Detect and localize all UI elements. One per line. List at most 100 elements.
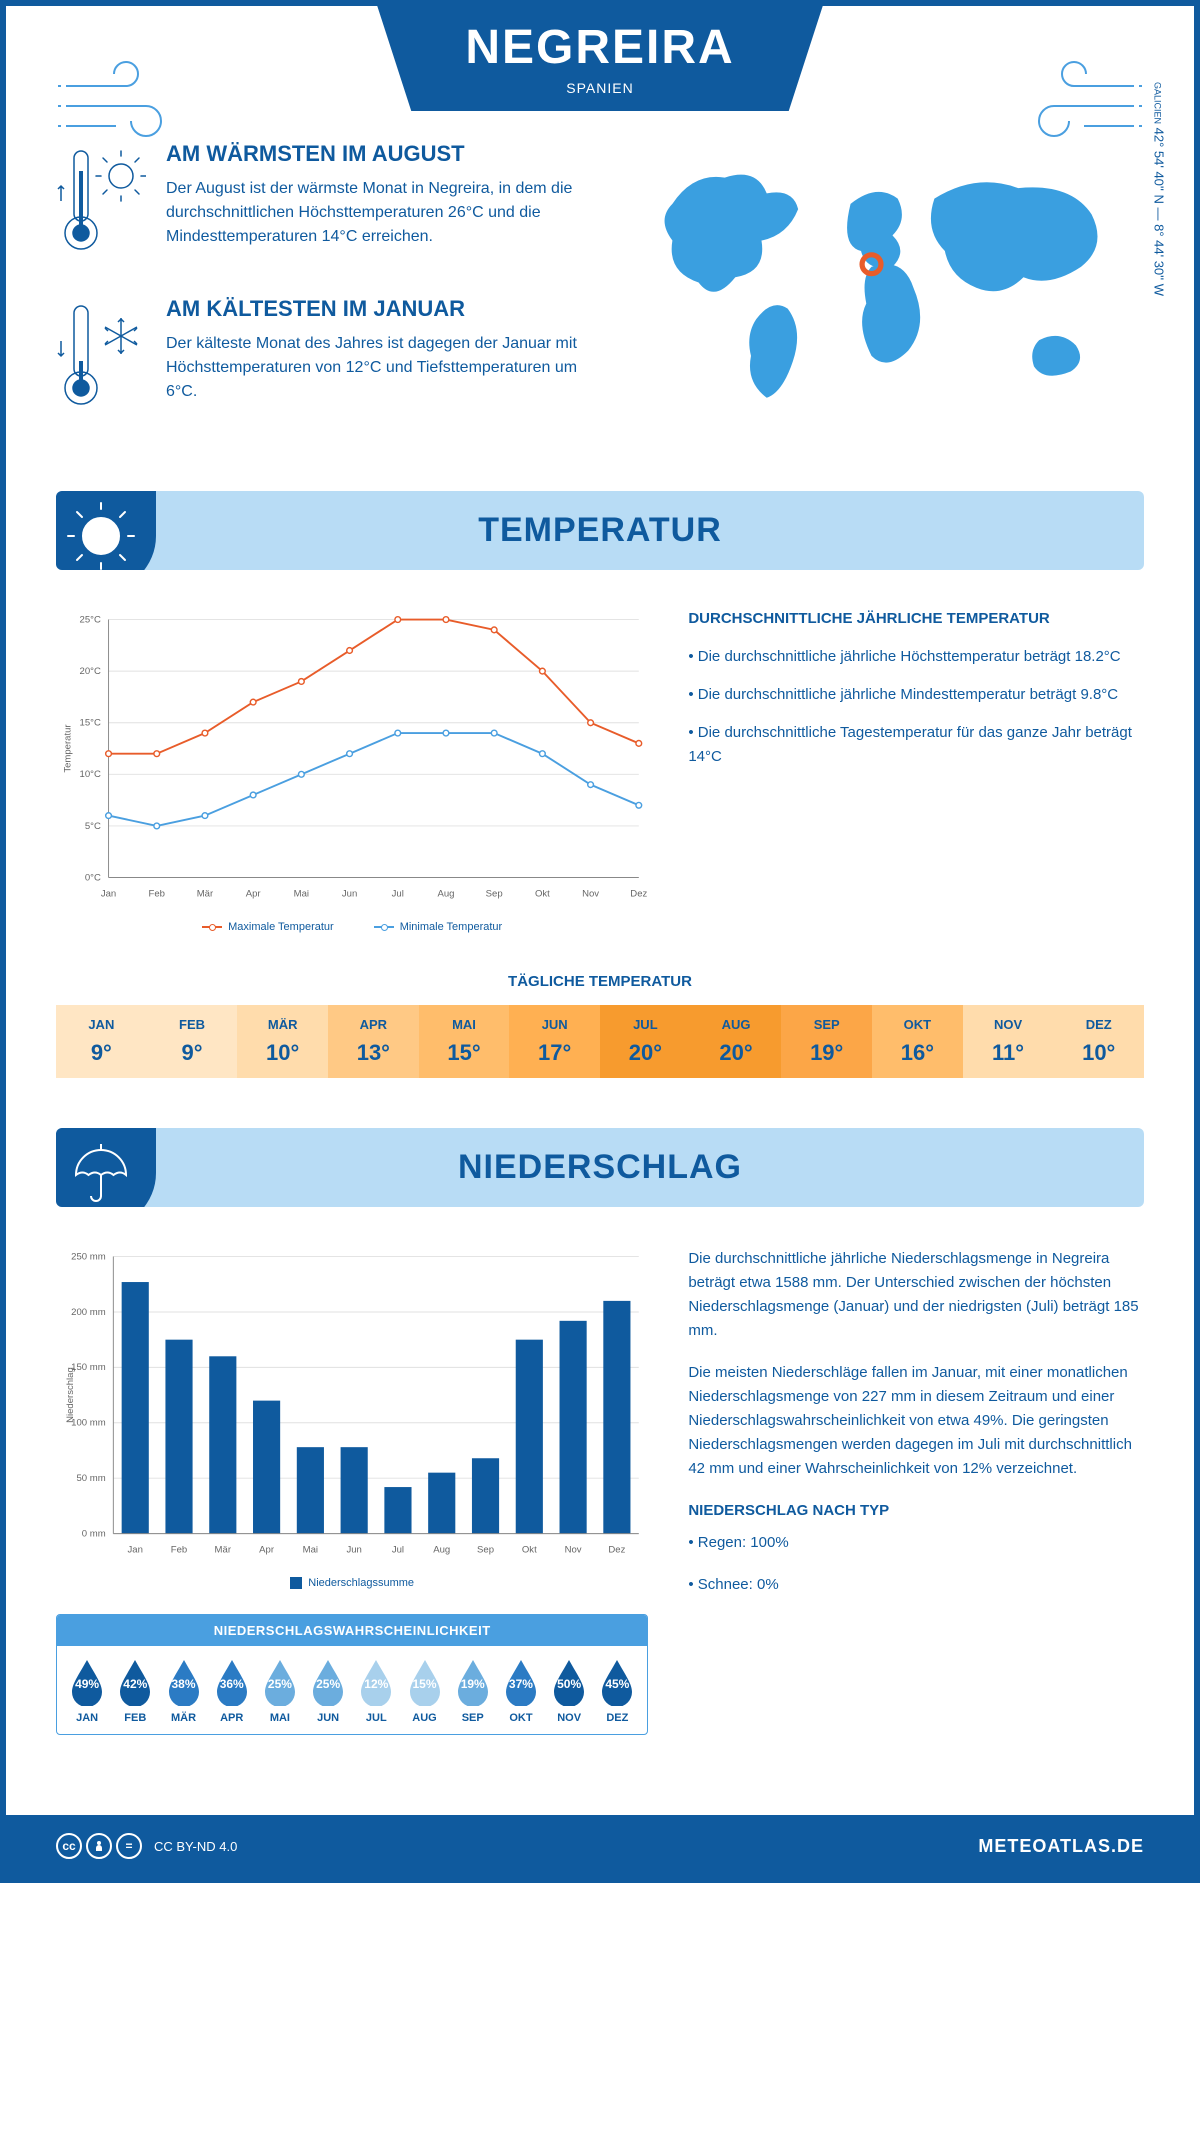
wind-icon [56, 56, 186, 151]
country-name: SPANIEN [465, 80, 734, 96]
thermometer-snow-icon [56, 296, 146, 421]
svg-text:Aug: Aug [437, 889, 454, 900]
probability-cell: 42% FEB [111, 1658, 159, 1724]
raindrop-icon: 36% [213, 1658, 251, 1706]
svg-text:Sep: Sep [477, 1545, 494, 1556]
svg-text:Jan: Jan [101, 889, 116, 900]
svg-text:Jun: Jun [346, 1545, 361, 1556]
warmest-fact: AM WÄRMSTEN IM AUGUST Der August ist der… [56, 141, 580, 266]
site-name: METEOATLAS.DE [978, 1836, 1144, 1857]
world-map [620, 141, 1144, 439]
wind-icon [1014, 56, 1144, 151]
probability-cell: 38% MÄR [159, 1658, 207, 1724]
precipitation-probability-box: NIEDERSCHLAGSWAHRSCHEINLICHKEIT 49% JAN … [56, 1614, 648, 1735]
temp-cell: JUN17° [509, 1005, 600, 1078]
raindrop-icon: 25% [261, 1658, 299, 1706]
temp-cell: JUL20° [600, 1005, 691, 1078]
svg-text:25°C: 25°C [80, 614, 101, 625]
probability-cell: 45% DEZ [593, 1658, 641, 1724]
sun-icon [56, 491, 156, 570]
temp-cell: SEP19° [781, 1005, 872, 1078]
umbrella-icon [56, 1128, 156, 1207]
svg-text:5°C: 5°C [85, 821, 101, 832]
coldest-title: AM KÄLTESTEN IM JANUAR [166, 296, 580, 322]
svg-text:Mär: Mär [197, 889, 214, 900]
svg-text:100 mm: 100 mm [71, 1418, 106, 1429]
temp-cell: MAI15° [419, 1005, 510, 1078]
probability-cell: 25% MAI [256, 1658, 304, 1724]
probability-cell: 50% NOV [545, 1658, 593, 1724]
city-name: NEGREIRA [465, 20, 734, 75]
svg-text:10°C: 10°C [80, 769, 101, 780]
svg-text:Dez: Dez [630, 889, 647, 900]
temp-cell: OKT16° [872, 1005, 963, 1078]
svg-text:Feb: Feb [149, 889, 165, 900]
probability-cell: 36% APR [208, 1658, 256, 1724]
daily-temp-title: TÄGLICHE TEMPERATUR [56, 973, 1144, 990]
raindrop-icon: 37% [502, 1658, 540, 1706]
precipitation-bar-chart: 0 mm 50 mm 100 mm 150 mm 200 mm 250 mm Jan Feb M… [56, 1247, 648, 1589]
svg-text:200 mm: 200 mm [71, 1307, 106, 1318]
svg-text:Niederschlag: Niederschlag [65, 1367, 76, 1423]
svg-text:Okt: Okt [522, 1545, 537, 1556]
svg-text:Mai: Mai [294, 889, 309, 900]
coordinates: GALICIEN 42° 54' 40'' N — 8° 44' 30'' W [1152, 82, 1167, 296]
svg-text:Mai: Mai [303, 1545, 318, 1556]
svg-text:Apr: Apr [259, 1545, 275, 1556]
svg-text:Nov: Nov [565, 1545, 582, 1556]
svg-text:Jul: Jul [392, 889, 404, 900]
legend-precip: Niederschlagssumme [290, 1577, 414, 1589]
legend-max: Maximale Temperatur [202, 921, 334, 933]
thermometer-sun-icon [56, 141, 146, 266]
title-banner: NEGREIRA SPANIEN [375, 0, 824, 111]
precipitation-section-header: NIEDERSCHLAG [56, 1128, 1144, 1207]
probability-cell: 15% AUG [400, 1658, 448, 1724]
svg-text:0 mm: 0 mm [82, 1529, 106, 1540]
daily-temperature-strip: JAN9°FEB9°MÄR10°APR13°MAI15°JUN17°JUL20°… [56, 1005, 1144, 1078]
section-title: TEMPERATUR [76, 511, 1124, 550]
coldest-fact: AM KÄLTESTEN IM JANUAR Der kälteste Mona… [56, 296, 580, 421]
raindrop-icon: 19% [454, 1658, 492, 1706]
svg-text:Nov: Nov [582, 889, 599, 900]
svg-text:Sep: Sep [486, 889, 503, 900]
svg-text:Jul: Jul [392, 1545, 404, 1556]
svg-text:Feb: Feb [171, 1545, 187, 1556]
raindrop-icon: 25% [309, 1658, 347, 1706]
temp-cell: FEB9° [147, 1005, 238, 1078]
svg-text:Okt: Okt [535, 889, 550, 900]
temp-cell: DEZ10° [1053, 1005, 1144, 1078]
probability-cell: 25% JUN [304, 1658, 352, 1724]
page-header: NEGREIRA SPANIEN [56, 46, 1144, 111]
temperature-section-header: TEMPERATUR [56, 491, 1144, 570]
svg-text:Aug: Aug [433, 1545, 450, 1556]
temperature-line-chart: 0°C5°C10°C15°C20°C25°CJanFebMärAprMaiJun… [56, 610, 648, 933]
raindrop-icon: 12% [357, 1658, 395, 1706]
warmest-text: Der August ist der wärmste Monat in Negr… [166, 177, 580, 249]
cc-icons: cc = [56, 1833, 142, 1859]
temp-cell: NOV11° [963, 1005, 1054, 1078]
svg-text:50 mm: 50 mm [77, 1473, 106, 1484]
temp-cell: APR13° [328, 1005, 419, 1078]
precipitation-summary: Die durchschnittliche jährliche Niedersc… [688, 1247, 1144, 1735]
footer: cc = CC BY-ND 4.0 METEOATLAS.DE [6, 1815, 1194, 1877]
section-title: NIEDERSCHLAG [76, 1148, 1124, 1187]
svg-text:Mär: Mär [215, 1545, 232, 1556]
warmest-title: AM WÄRMSTEN IM AUGUST [166, 141, 580, 167]
probability-cell: 12% JUL [352, 1658, 400, 1724]
raindrop-icon: 50% [550, 1658, 588, 1706]
raindrop-icon: 49% [68, 1658, 106, 1706]
svg-text:250 mm: 250 mm [71, 1252, 106, 1263]
probability-cell: 19% SEP [449, 1658, 497, 1724]
raindrop-icon: 45% [598, 1658, 636, 1706]
svg-text:Jan: Jan [128, 1545, 143, 1556]
svg-text:150 mm: 150 mm [71, 1362, 106, 1373]
probability-cell: 37% OKT [497, 1658, 545, 1724]
raindrop-icon: 15% [406, 1658, 444, 1706]
svg-text:Temperatur: Temperatur [62, 724, 73, 773]
raindrop-icon: 42% [116, 1658, 154, 1706]
svg-text:20°C: 20°C [80, 666, 101, 677]
coldest-text: Der kälteste Monat des Jahres ist dagege… [166, 332, 580, 404]
svg-text:Jun: Jun [342, 889, 357, 900]
svg-text:0°C: 0°C [85, 872, 101, 883]
probability-cell: 49% JAN [63, 1658, 111, 1724]
